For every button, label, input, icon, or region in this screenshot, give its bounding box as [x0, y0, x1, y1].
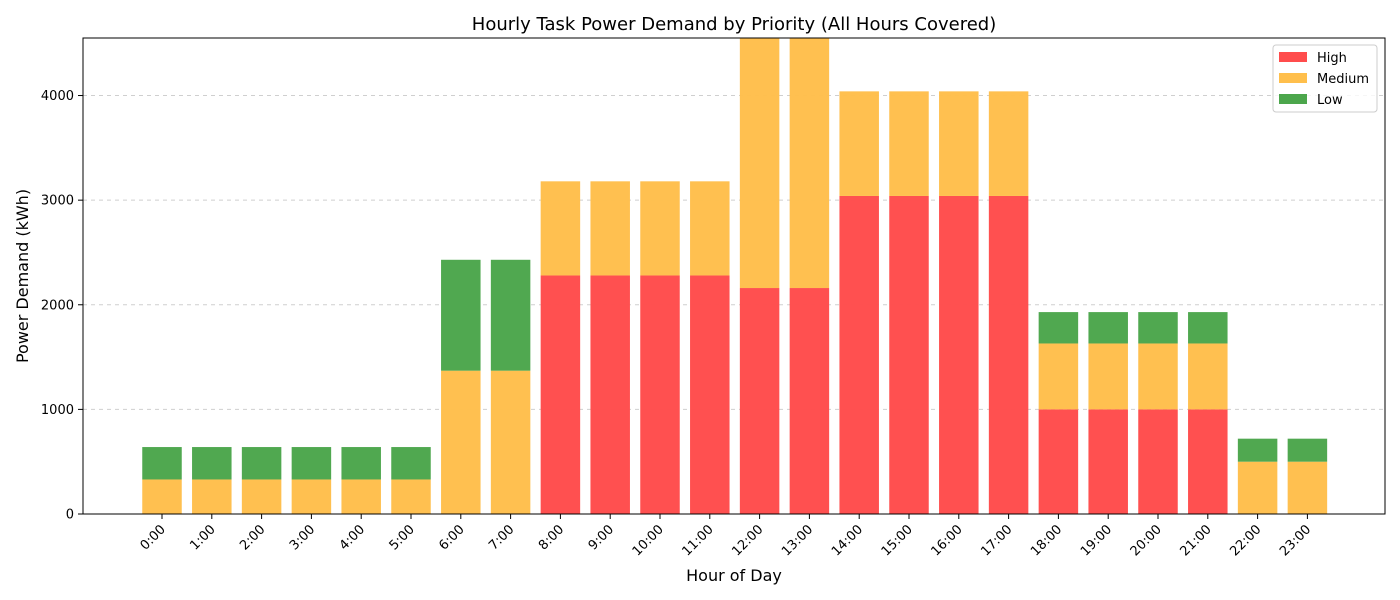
bar-medium-300: [291, 479, 332, 514]
bar-medium-1300: [789, 38, 830, 289]
x-tick-label: 13:00: [779, 522, 816, 559]
bar-medium-1700: [988, 91, 1029, 196]
legend-label-high: High: [1317, 51, 1347, 66]
x-tick-label: 2:00: [237, 522, 268, 553]
bar-low-1900: [1088, 312, 1128, 344]
bar-medium-200: [241, 479, 282, 514]
bar-medium-900: [590, 181, 630, 276]
bar-high-800: [540, 275, 581, 514]
bar-medium-700: [490, 370, 531, 514]
bar-medium-2200: [1237, 461, 1278, 514]
bar-medium-1600: [939, 91, 979, 196]
x-tick-label: 3:00: [287, 522, 318, 553]
bar-medium-800: [540, 181, 581, 276]
bar-high-2100: [1188, 409, 1228, 514]
bar-medium-1800: [1038, 343, 1079, 410]
y-tick-label: 2000: [41, 298, 74, 313]
bar-high-900: [590, 275, 630, 514]
bar-low-2000: [1138, 312, 1178, 344]
bar-high-1600: [939, 195, 979, 514]
legend: High Medium Low: [1272, 44, 1378, 113]
bar-medium-1000: [640, 181, 680, 276]
bar-medium-100: [192, 479, 232, 514]
bar-high-1300: [789, 288, 830, 514]
bar-high-1900: [1088, 409, 1128, 514]
x-tick-label: 12:00: [729, 522, 766, 559]
bar-high-1800: [1038, 409, 1079, 514]
bar-low-200: [241, 447, 282, 480]
bar-medium-1400: [839, 91, 879, 196]
bar-low-100: [192, 447, 232, 480]
x-tick-label: 7:00: [486, 522, 517, 553]
x-axis-ticks: 0:00 1:00 2:00 3:00 4:00 5:00 6:00 7:00 8:00 9:00…: [138, 514, 1314, 559]
x-tick-label: 0:00: [138, 522, 169, 553]
x-tick-label: 17:00: [978, 522, 1015, 559]
x-tick-label: 16:00: [929, 522, 966, 559]
bar-medium-1500: [889, 91, 929, 196]
bar-medium-000: [142, 479, 182, 514]
bars: [142, 38, 1328, 514]
bar-medium-400: [341, 479, 381, 514]
bar-medium-2100: [1188, 343, 1228, 410]
grid: [83, 95, 1385, 410]
bar-medium-2000: [1138, 343, 1178, 410]
bar-low-2300: [1287, 438, 1328, 462]
y-tick-label: 4000: [41, 89, 74, 104]
bar-high-1400: [839, 195, 879, 514]
x-tick-label: 22:00: [1227, 522, 1264, 559]
y-axis-label: Power Demand (kWh): [13, 189, 32, 363]
x-tick-label: 5:00: [387, 522, 418, 553]
bar-high-1500: [889, 195, 929, 514]
legend-label-medium: Medium: [1317, 72, 1369, 87]
bar-low-000: [142, 447, 182, 480]
legend-swatch-low: [1279, 94, 1307, 104]
x-tick-label: 9:00: [586, 522, 617, 553]
chart-title: Hourly Task Power Demand by Priority (Al…: [472, 14, 996, 35]
bar-low-2200: [1237, 438, 1278, 462]
x-tick-label: 10:00: [630, 522, 667, 559]
y-tick-label: 1000: [41, 403, 74, 418]
plot-frame: [82, 37, 1386, 515]
bar-high-1200: [739, 288, 780, 514]
bar-low-700: [490, 259, 531, 371]
x-tick-label: 6:00: [436, 522, 467, 553]
y-tick-label: 0: [66, 508, 74, 523]
bar-medium-2300: [1287, 461, 1328, 514]
bar-medium-1100: [690, 181, 730, 276]
y-axis-ticks: 0 1000 2000 3000 4000: [41, 89, 83, 523]
bar-high-2000: [1138, 409, 1178, 514]
x-tick-label: 1:00: [187, 522, 218, 553]
bar-high-1100: [690, 275, 730, 514]
legend-label-low: Low: [1317, 93, 1343, 108]
x-tick-label: 11:00: [680, 522, 717, 559]
bar-low-600: [441, 259, 481, 371]
bar-medium-600: [441, 370, 481, 514]
x-tick-label: 19:00: [1078, 522, 1115, 559]
bar-high-1700: [988, 195, 1029, 514]
x-tick-label: 23:00: [1277, 522, 1314, 559]
bar-medium-1200: [739, 38, 780, 289]
x-tick-label: 20:00: [1128, 522, 1165, 559]
x-tick-label: 21:00: [1178, 522, 1215, 559]
x-tick-label: 18:00: [1028, 522, 1065, 559]
legend-swatch-high: [1279, 52, 1307, 62]
x-tick-label: 14:00: [829, 522, 866, 559]
x-axis-label: Hour of Day: [686, 566, 782, 585]
bar-low-400: [341, 447, 381, 480]
bar-low-1800: [1038, 312, 1079, 344]
bar-high-1000: [640, 275, 680, 514]
bar-low-300: [291, 447, 332, 480]
bar-low-2100: [1188, 312, 1228, 344]
x-tick-label: 4:00: [337, 522, 368, 553]
x-tick-label: 15:00: [879, 522, 916, 559]
legend-swatch-medium: [1279, 73, 1307, 83]
bar-medium-1900: [1088, 343, 1128, 410]
y-tick-label: 3000: [41, 194, 74, 209]
bar-low-500: [391, 447, 431, 480]
bar-medium-500: [391, 479, 431, 514]
x-tick-label: 8:00: [536, 522, 567, 553]
